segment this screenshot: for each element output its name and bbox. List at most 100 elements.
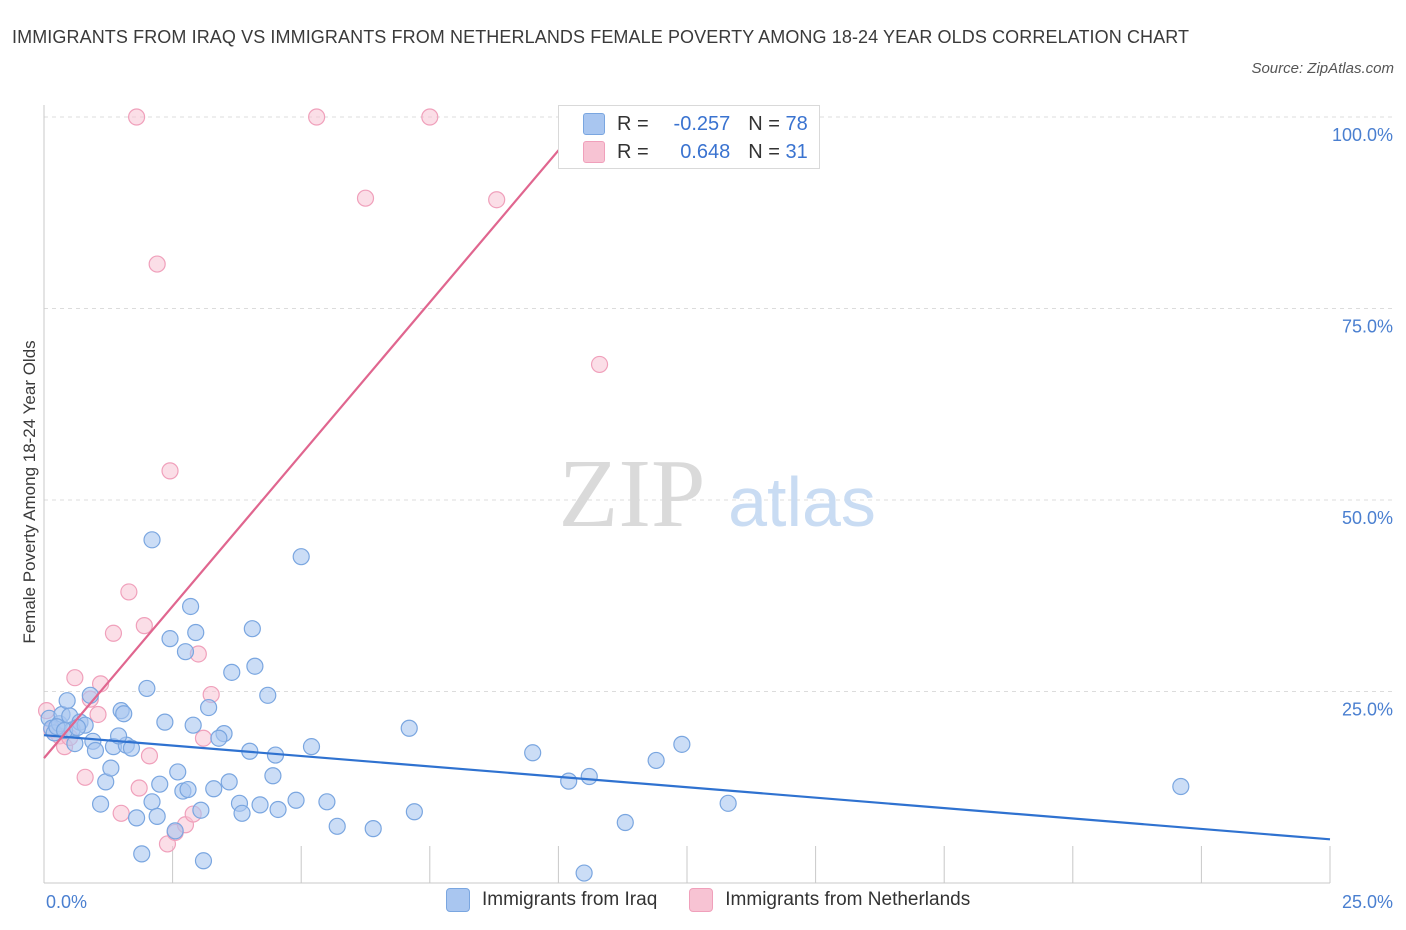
netherlands-point-29 (421, 108, 439, 126)
iraq-point-70 (1172, 777, 1190, 796)
iraq-point-63 (560, 772, 578, 790)
netherlands-legend-label: Immigrants from Netherlands (725, 889, 971, 910)
netherlands-point-25 (488, 191, 506, 209)
iraq-point-57 (318, 793, 336, 811)
iraq-r-value: -0.257 (673, 112, 731, 135)
iraq-point-40 (205, 780, 223, 798)
iraq-point-62 (524, 744, 542, 762)
iraq-points (40, 531, 1190, 882)
iraq-point-50 (259, 686, 277, 704)
netherlands-swatch (583, 141, 605, 163)
iraq-point-37 (192, 801, 210, 819)
netherlands-point-14 (140, 747, 159, 765)
netherlands-point-9 (104, 624, 123, 642)
y-tick-label-2: 75.0% (1342, 317, 1393, 337)
netherlands-point-10 (112, 804, 130, 822)
x-tick-label-1: 25.0% (1342, 892, 1393, 912)
iraq-point-33 (176, 643, 195, 661)
legend-item-netherlands[interactable]: Immigrants from Netherlands (689, 888, 970, 912)
iraq-point-25 (143, 793, 161, 811)
iraq-point-31 (169, 763, 187, 781)
iraq-n-label: N = (748, 112, 780, 135)
iraq-point-48 (246, 657, 264, 675)
iraq-r-label: R = (617, 112, 649, 135)
netherlands-n-value: 31 (785, 140, 808, 163)
iraq-point-14 (91, 795, 110, 813)
axes (43, 105, 1331, 884)
iraq-point-53 (269, 800, 287, 819)
iraq-point-26 (148, 807, 166, 825)
iraq-point-36 (187, 623, 205, 642)
netherlands-point-26 (590, 355, 609, 374)
iraq-point-61 (405, 803, 423, 821)
watermark-atlas: atlas (728, 463, 876, 541)
iraq-point-64 (575, 864, 593, 882)
iraq-legend-label: Immigrants from Iraq (482, 889, 658, 910)
source-label: Source: ZipAtlas.com (1251, 60, 1394, 77)
iraq-point-51 (264, 767, 282, 785)
netherlands-point-13 (135, 617, 153, 635)
iraq-point-47 (243, 620, 261, 638)
netherlands-point-5 (76, 768, 94, 786)
iraq-point-71 (143, 531, 161, 549)
iraq-point-42 (220, 773, 238, 791)
iraq-point-66 (616, 813, 634, 832)
tick-labels: 25.0% 50.0% 75.0% 100.0% 0.0% 25.0% (46, 125, 1393, 912)
iraq-point-13 (86, 741, 105, 760)
iraq-point-5 (58, 692, 76, 710)
iraq-point-55 (292, 548, 310, 566)
iraq-point-77 (68, 718, 87, 737)
netherlands-point-27 (127, 108, 146, 126)
iraq-point-45 (233, 804, 251, 822)
iraq-point-60 (400, 719, 418, 737)
netherlands-point-24 (356, 189, 375, 207)
x-tick-label-0: 0.0% (46, 892, 87, 912)
iraq-point-58 (328, 817, 346, 835)
iraq-point-28 (156, 713, 174, 731)
iraq-point-43 (223, 663, 241, 681)
netherlands-legend-swatch (689, 888, 714, 912)
watermark-zip: ZIP (559, 440, 706, 548)
iraq-point-38 (194, 852, 213, 870)
iraq-trend-line (43, 734, 1331, 841)
y-tick-label-0: 25.0% (1342, 700, 1393, 720)
netherlands-r-value: 0.648 (680, 140, 731, 163)
y-tick-label-3: 100.0% (1332, 125, 1393, 145)
iraq-point-22 (127, 809, 146, 827)
iraq-point-67 (647, 751, 665, 770)
iraq-point-69 (719, 794, 737, 812)
netherlands-point-7 (89, 705, 107, 724)
iraq-point-19 (115, 705, 133, 723)
legend-item-iraq[interactable]: Immigrants from Iraq (446, 888, 657, 912)
iraq-swatch (583, 113, 605, 135)
iraq-point-75 (184, 716, 202, 734)
iraq-point-35 (182, 597, 200, 616)
gridlines (44, 116, 1396, 692)
netherlands-n-label: N = (748, 140, 780, 163)
iraq-point-24 (138, 679, 156, 698)
netherlands-point-28 (308, 108, 326, 126)
legend-row-netherlands: R = 0.648 N = 31 (583, 139, 808, 165)
iraq-point-65 (580, 767, 598, 786)
iraq-point-21 (122, 739, 141, 757)
iraq-point-16 (102, 759, 120, 777)
netherlands-r-label: R = (617, 140, 649, 163)
series-legend: Immigrants from Iraq Immigrants from Net… (446, 888, 1002, 912)
iraq-point-34 (179, 780, 197, 799)
iraq-point-76 (210, 729, 228, 747)
iraq-point-23 (133, 845, 151, 863)
netherlands-point-4 (66, 669, 84, 687)
netherlands-point-11 (120, 583, 138, 601)
correlation-legend: R = -0.257 N = 78 R = 0.648 N = 31 (558, 105, 820, 169)
iraq-legend-swatch (446, 888, 470, 912)
netherlands-point-15 (148, 255, 166, 273)
netherlands-point-22 (194, 729, 213, 747)
chart-title: IMMIGRANTS FROM IRAQ VS IMMIGRANTS FROM … (12, 27, 1190, 47)
iraq-point-30 (166, 822, 184, 840)
netherlands-trend-line (43, 116, 588, 759)
iraq-point-29 (161, 630, 179, 648)
trend-lines (43, 116, 1331, 841)
netherlands-point-12 (130, 779, 148, 797)
iraq-n-value: 78 (785, 112, 808, 135)
